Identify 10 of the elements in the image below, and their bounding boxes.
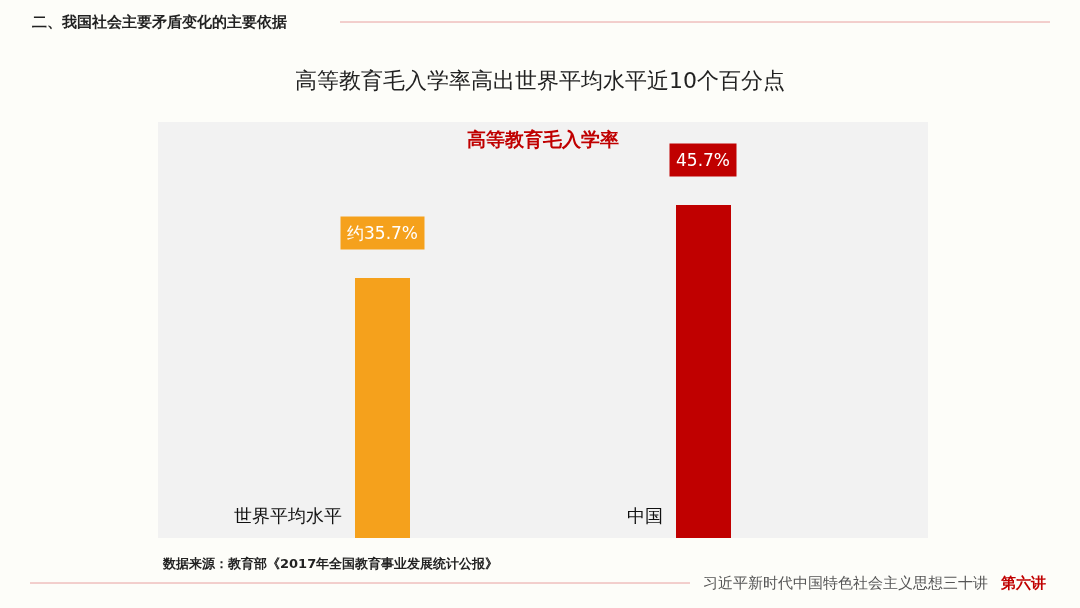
x-tick-label: 中国 <box>627 505 663 526</box>
text: 二、我国社会主要矛盾变化的主要依据 <box>32 13 287 31</box>
text: 第六讲 <box>1000 574 1046 592</box>
text: 习近平新时代中国特色社会主义思想三十讲 <box>703 574 988 592</box>
source-note: 数据来源：教育部《2017年全国教育事业发展统计公报》 <box>162 556 499 571</box>
data-label: 约35.7% <box>347 223 419 243</box>
data-label: 45.7% <box>676 150 731 170</box>
chart-subtitle: 高等教育毛入学率 <box>467 128 619 150</box>
x-tick-label: 世界平均水平 <box>234 505 342 526</box>
chart-title: 高等教育毛入学率高出世界平均水平近10个百分点 <box>295 67 785 93</box>
